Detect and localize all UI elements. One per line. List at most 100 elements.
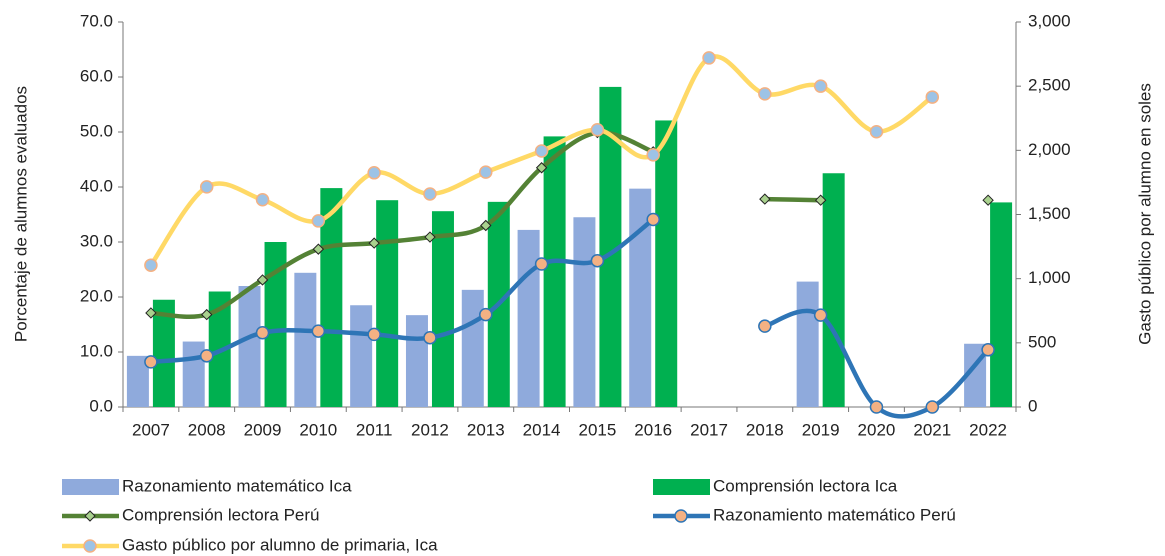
bar xyxy=(376,200,399,407)
legend-marker xyxy=(83,539,97,553)
legend-label: Comprensión lectora Ica xyxy=(713,476,898,495)
line-marker xyxy=(759,193,771,205)
line-marker xyxy=(479,165,493,179)
line-marker xyxy=(256,274,269,286)
line-marker xyxy=(367,166,381,180)
x-tick-label: 2019 xyxy=(802,420,840,439)
legend-marker xyxy=(674,509,688,523)
x-tick-label: 2012 xyxy=(411,420,449,439)
y-tick-label: 20.0 xyxy=(80,286,113,305)
x-tick-label: 2021 xyxy=(913,420,951,439)
line-marker xyxy=(535,162,548,174)
x-tick-label: 2018 xyxy=(746,420,784,439)
legend-swatch xyxy=(653,479,710,495)
y2-tick-label: 1,000 xyxy=(1028,268,1071,287)
line-marker xyxy=(646,212,660,227)
y2-tick-label: 1,500 xyxy=(1028,204,1071,223)
legend-marker xyxy=(84,510,96,522)
line-marker xyxy=(424,231,436,243)
y-tick-label: 10.0 xyxy=(80,341,113,360)
line-marker xyxy=(534,144,549,158)
legend-label: Razonamiento matemático Perú xyxy=(713,505,956,524)
bar xyxy=(599,86,622,408)
bar xyxy=(126,355,149,407)
legend-swatch xyxy=(62,479,119,495)
legend-label: Razonamiento matemático Ica xyxy=(122,476,352,495)
bar xyxy=(152,299,175,407)
line-marker xyxy=(144,355,158,369)
line-marker xyxy=(813,79,828,93)
y2-tick-label: 2,000 xyxy=(1028,140,1071,159)
x-tick-label: 2016 xyxy=(634,420,672,439)
line-marker xyxy=(982,194,994,206)
x-tick-label: 2010 xyxy=(299,420,337,439)
y-tick-label: 40.0 xyxy=(80,176,113,195)
line-marker xyxy=(368,237,380,249)
y-tick-label: 0.0 xyxy=(89,396,113,415)
line-marker xyxy=(646,148,660,162)
line-marker xyxy=(925,400,940,414)
x-tick-label: 2013 xyxy=(467,420,505,439)
line-marker xyxy=(925,90,940,104)
y2-tick-label: 3,000 xyxy=(1028,11,1071,30)
y2-tick-label: 0 xyxy=(1028,396,1037,415)
line-marker xyxy=(480,219,492,232)
line-marker xyxy=(311,214,326,228)
line-marker xyxy=(145,307,157,319)
line-marker xyxy=(199,180,214,194)
bar xyxy=(238,286,261,407)
x-tick-label: 2008 xyxy=(188,420,226,439)
line-marker xyxy=(367,327,381,342)
bar xyxy=(629,188,652,407)
x-tick-label: 2007 xyxy=(132,420,170,439)
bar xyxy=(320,188,343,407)
x-tick-label: 2014 xyxy=(523,420,561,439)
line-marker xyxy=(255,326,270,340)
bar xyxy=(543,136,566,407)
line-marker xyxy=(311,324,326,338)
line-marker xyxy=(814,194,827,206)
bar xyxy=(822,173,845,407)
bar xyxy=(796,281,819,407)
y2-tick-label: 2,500 xyxy=(1028,76,1071,95)
line-marker xyxy=(590,123,605,137)
x-tick-label: 2015 xyxy=(578,420,616,439)
x-tick-label: 2022 xyxy=(969,420,1007,439)
bar xyxy=(405,315,428,407)
line-marker xyxy=(534,257,549,271)
line-marker xyxy=(201,308,213,321)
x-tick-label: 2009 xyxy=(244,420,282,439)
bar xyxy=(573,217,596,407)
legend-label: Gasto público por alumno de primaria, Ic… xyxy=(122,535,438,554)
y2-axis-title: Gasto público por alumno en soles xyxy=(1135,83,1154,345)
line-marker xyxy=(255,192,270,207)
line-marker xyxy=(869,124,884,139)
line-marker xyxy=(981,343,995,357)
x-tick-label: 2017 xyxy=(690,420,728,439)
y-tick-label: 50.0 xyxy=(80,121,113,140)
line-marker xyxy=(144,258,158,272)
bar xyxy=(461,289,484,407)
line-marker xyxy=(590,253,605,268)
line-marker xyxy=(312,243,325,255)
y-tick-label: 60.0 xyxy=(80,66,113,85)
line-marker xyxy=(758,319,772,333)
bar xyxy=(431,211,454,407)
legend-label: Comprensión lectora Perú xyxy=(122,505,319,524)
bar xyxy=(294,272,317,407)
y-tick-label: 70.0 xyxy=(80,11,113,30)
x-tick-label: 2020 xyxy=(858,420,896,439)
bar xyxy=(182,341,205,407)
bar xyxy=(264,242,287,407)
y2-tick-label: 500 xyxy=(1028,332,1056,351)
line-marker xyxy=(702,51,716,65)
line-marker xyxy=(423,187,437,201)
bar xyxy=(517,229,540,407)
x-tick-label: 2011 xyxy=(356,420,393,439)
bar xyxy=(350,305,373,407)
line-marker xyxy=(479,307,493,322)
line-marker xyxy=(199,349,214,363)
bar xyxy=(655,120,678,407)
y-axis-title: Porcentaje de alumnos evaluados xyxy=(11,86,30,342)
line-marker xyxy=(813,308,828,322)
